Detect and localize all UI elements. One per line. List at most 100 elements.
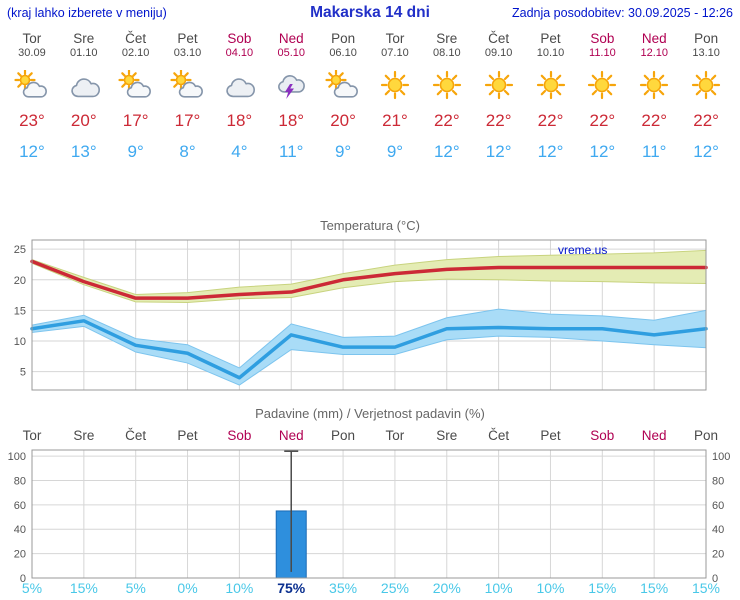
sunny-icon [525,70,577,100]
precip-day-label: Pon [331,428,356,443]
sunny-icon [369,70,421,100]
svg-text:20: 20 [14,549,26,561]
precip-day-label: Ned [641,428,667,443]
day-column: Sre 01.10 20° 13° [58,30,110,163]
day-column: Tor 07.10 21° 9° [369,30,421,163]
precip-probability: 10% [536,580,565,596]
day-max-temp: 20° [70,111,97,130]
precipitation-chart: 0 0 20 20 40 40 60 60 80 80 100 100 Padavine (mm) /… [0,404,740,600]
day-column: Pet 10.10 22° 12° [525,30,577,163]
day-max-temp: 17° [122,111,149,130]
day-min-temp: 13° [70,142,97,161]
day-date: 11.10 [589,47,616,59]
precipitation-chart-svg: 0 0 20 20 40 40 60 60 80 80 100 100 [8,449,730,585]
precip-day-label: Tor [385,428,405,443]
day-name: Tor [22,31,42,46]
precip-probability: 15% [691,580,721,596]
precip-probability: 0% [177,580,198,596]
precip-probability: 5% [125,580,146,596]
day-max-temp: 22° [485,111,512,130]
day-date: 07.10 [381,47,409,59]
temperature-chart-svg: 5 10 15 20 25 [14,239,708,391]
svg-text:10: 10 [14,336,26,348]
sunny-icon [680,70,732,100]
day-name: Tor [385,31,405,46]
day-column: Sob 04.10 18° 4° [213,30,265,163]
precip-day-label: Pet [177,428,198,443]
day-max-temp: 18° [226,111,253,130]
last-updated: Zadnja posodobitev: 30.09.2025 - 12:26 [511,6,733,20]
svg-text:20: 20 [14,275,26,287]
day-date: 03.10 [173,47,202,59]
day-date: 08.10 [433,47,461,59]
day-date: 06.10 [329,47,357,59]
day-max-temp: 22° [641,111,668,130]
day-column: Sob 11.10 22° 12° [576,30,628,163]
precip-day-label: Čet [125,428,147,443]
day-name: Sre [73,31,95,46]
day-min-temp: 8° [179,142,196,161]
precip-probability: 15% [69,580,98,596]
day-date: 05.10 [277,47,305,59]
partly-cloudy-icon [110,70,162,100]
day-max-temp: 17° [174,111,201,130]
svg-text:80: 80 [712,475,724,487]
day-max-temp: 18° [278,111,305,130]
day-column: Ned 12.10 22° 11° [628,30,680,163]
day-max-temp: 22° [433,111,460,130]
svg-text:60: 60 [712,500,724,512]
day-name: Pet [177,31,198,46]
temperature-chart: 5 10 15 20 25 Temperatura (°C) vreme.us [0,216,740,404]
day-name: Sre [436,31,458,46]
day-min-temp: 9° [127,142,144,161]
day-max-temp: 23° [19,111,45,130]
precip-probability: 10% [484,580,513,596]
precip-probability: 20% [432,580,461,596]
svg-text:60: 60 [14,500,26,512]
svg-text:0: 0 [20,573,26,585]
day-max-temp: 21° [382,111,408,130]
precip-day-label: Pon [693,428,719,443]
precip-probability: 10% [225,580,254,596]
thunderstorm-icon [265,70,317,100]
partly-cloudy-icon [6,70,58,100]
day-name: Sob [227,31,252,46]
precip-probability: 35% [329,580,358,596]
temperature-chart-title: Temperatura (°C) [320,218,420,233]
day-column: Pon 13.10 22° 12° [680,30,732,163]
day-min-temp: 12° [19,142,45,161]
svg-text:20: 20 [712,549,724,561]
day-min-temp: 11° [279,142,304,161]
cloudy-icon [213,70,265,100]
day-max-temp: 22° [589,111,616,130]
svg-text:100: 100 [8,451,26,463]
day-column: Pet 03.10 17° 8° [162,30,214,163]
sunny-icon [576,70,628,100]
precip-day-label: Sob [227,428,252,443]
day-max-temp: 20° [330,111,356,130]
day-name: Ned [278,31,304,46]
day-date: 30.09 [18,47,46,59]
day-min-temp: 4° [231,142,248,161]
day-min-temp: 9° [386,142,404,161]
day-min-temp: 12° [589,142,616,161]
day-name: Pon [694,31,719,46]
day-max-temp: 22° [693,111,719,130]
svg-text:25: 25 [14,244,26,256]
day-date: 09.10 [484,47,513,59]
day-name: Sob [590,31,615,46]
precip-day-label: Čet [488,428,510,443]
menu-note: (kraj lahko izberete v meniju) [7,6,167,20]
precip-day-label: Ned [278,428,304,443]
partly-cloudy-icon [317,70,369,100]
day-name: Ned [641,31,667,46]
day-column: Pon 06.10 20° 9° [317,30,369,163]
svg-text:40: 40 [712,524,724,536]
day-name: Čet [488,31,510,46]
precip-probability: 75% [277,580,306,596]
watermark: vreme.us [558,243,608,257]
svg-text:80: 80 [14,475,26,487]
day-date: 12.10 [640,47,668,59]
day-min-temp: 12° [433,142,460,161]
